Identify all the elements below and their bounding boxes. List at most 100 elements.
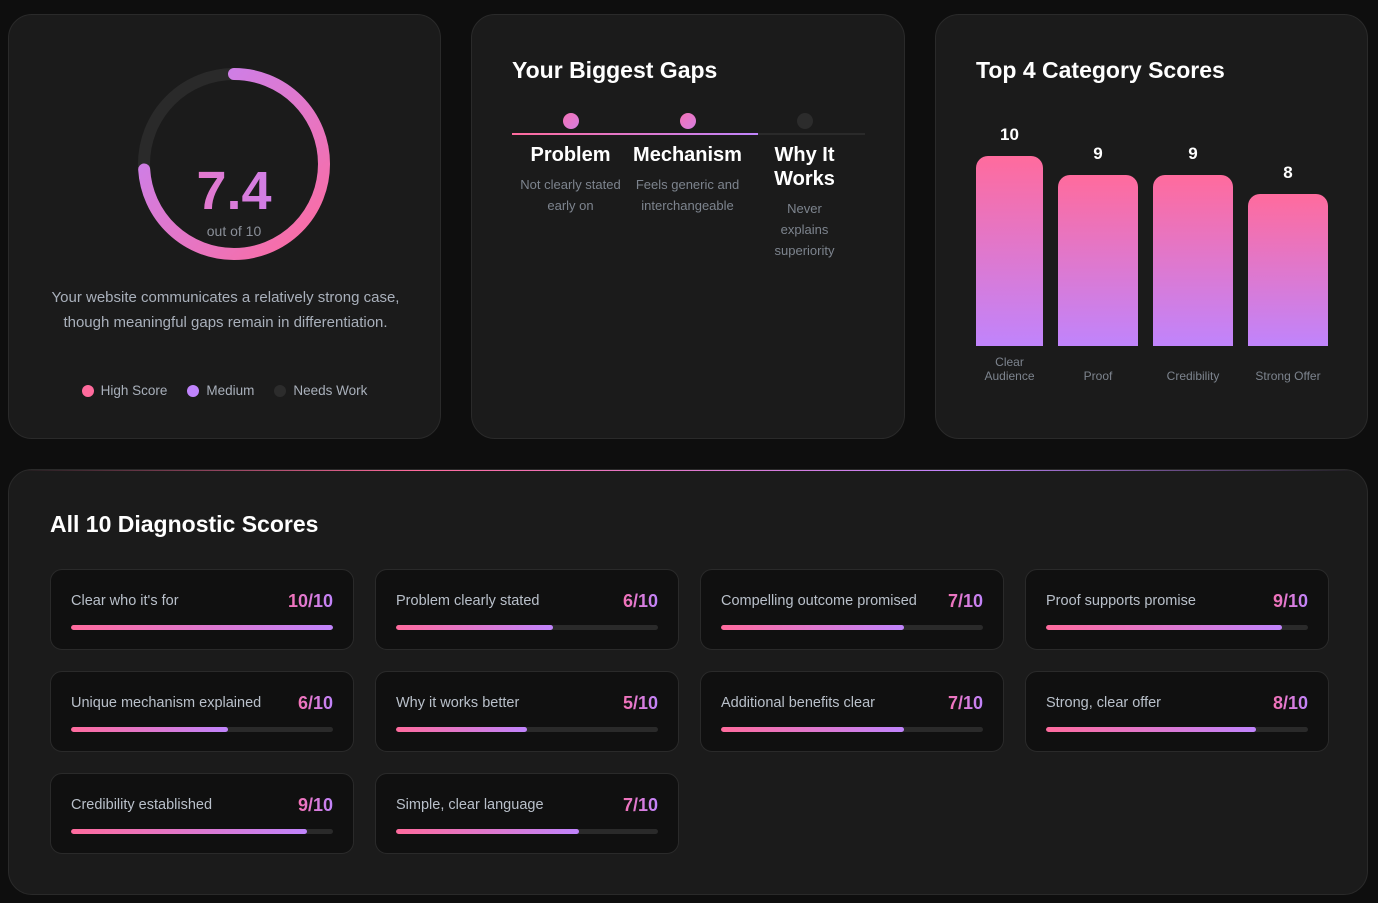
score-max-label: out of 10: [206, 223, 262, 239]
score-legend: High Score Medium Needs Work: [9, 383, 440, 398]
medium-dot-icon: [187, 384, 200, 397]
diagnostic-score: 7/10: [947, 692, 983, 713]
top-categories-card: Top 4 Category Scores 10 Clear Audience 9 P…: [935, 14, 1368, 439]
score-bar-track: [71, 829, 333, 834]
gap-mechanism: Mechanism Feels generic and interchangeab…: [629, 113, 746, 261]
gaps-title: Your Biggest Gaps: [512, 57, 718, 83]
overall-score-card: 7.4 out of 10 Your website communicates …: [8, 14, 441, 439]
diagnostic-score: 9/10: [297, 794, 333, 815]
diagnostic-item: Simple, clear language 7/10: [375, 773, 679, 854]
gap-text: Feels generic and interchangeable: [635, 177, 740, 213]
bar-category-label: Strong Offer: [1255, 369, 1321, 383]
diagnostic-name: Strong, clear offer: [1046, 695, 1161, 711]
diagnostic-score: 6/10: [297, 692, 333, 713]
bar-column: 10 Clear Audience: [976, 103, 1043, 383]
gap-title: Problem: [530, 144, 611, 166]
diagnostic-score: 5/10: [622, 692, 658, 713]
bar-category-label: Clear Audience: [984, 355, 1035, 383]
bar-column: 9 Credibility: [1153, 103, 1233, 383]
score-bar-fill: [396, 727, 527, 732]
category-bar-chart: 10 Clear Audience 9 Proof 9 Credibility 8 Stron…: [976, 103, 1328, 383]
legend-label: Needs Work: [293, 383, 368, 398]
diagnostic-name: Credibility established: [71, 797, 213, 813]
gap-title: Mechanism: [633, 144, 742, 166]
score-bar-fill: [396, 625, 554, 630]
score-bar-fill: [1046, 625, 1282, 630]
score-bar-track: [396, 829, 658, 834]
bar-column: 8 Strong Offer: [1248, 103, 1328, 383]
bar-value-label: 9: [1093, 144, 1103, 163]
score-bar-track: [1046, 727, 1308, 732]
diagnostic-name: Proof supports promise: [1046, 593, 1196, 609]
diagnostic-name: Why it works better: [396, 695, 520, 711]
diagnostics-title: All 10 Diagnostic Scores: [50, 511, 319, 537]
biggest-gaps-card: Your Biggest Gaps Problem Not clearly sta…: [471, 14, 905, 439]
diagnostic-score: 6/10: [622, 590, 658, 611]
diagnostic-name: Additional benefits clear: [721, 695, 875, 711]
diagnostic-item: Problem clearly stated 6/10: [375, 569, 679, 650]
diagnostic-item: Additional benefits clear 7/10: [700, 671, 1004, 752]
chart-title: Top 4 Category Scores: [976, 57, 1225, 83]
score-bar-fill: [721, 727, 905, 732]
diagnostic-item: Unique mechanism explained 6/10: [50, 671, 354, 752]
diagnostic-score: 8/10: [1272, 692, 1308, 713]
diagnostic-name: Clear who it's for: [71, 593, 179, 609]
score-bar-fill: [396, 829, 580, 834]
diagnostic-name: Compelling outcome promised: [721, 593, 917, 609]
score-bar-track: [1046, 625, 1308, 630]
diagnostic-score: 7/10: [622, 794, 658, 815]
score-gauge: 7.4 out of 10: [129, 59, 339, 269]
score-bar-track: [71, 625, 333, 630]
diagnostic-item: Why it works better 5/10: [375, 671, 679, 752]
diagnostic-score: 7/10: [947, 590, 983, 611]
diagnostic-name: Unique mechanism explained: [71, 695, 262, 711]
score-bar-fill: [1046, 727, 1256, 732]
score-bar-fill: [721, 625, 905, 630]
bar-column: 9 Proof: [1058, 103, 1138, 383]
bar-category-label: Credibility: [1166, 369, 1220, 383]
score-bar-fill: [71, 727, 229, 732]
diagnostic-grid: Clear who it's for 10/10 Problem clearly s…: [50, 569, 1329, 854]
overall-score: 7.4: [129, 160, 339, 222]
score-bar-track: [396, 625, 658, 630]
bar-value-label: 10: [1000, 125, 1019, 144]
gap-why-it-works: Why It Works Never explains superiority: [746, 113, 863, 261]
legend-label: High Score: [100, 383, 168, 398]
step-dot-icon: [562, 113, 579, 129]
diagnostic-item: Credibility established 9/10: [50, 773, 354, 854]
legend-needs-work: Needs Work: [274, 383, 367, 398]
diagnostic-score: 9/10: [1272, 590, 1308, 611]
gap-title: Why It Works: [774, 144, 835, 190]
diagnostic-scores-card: All 10 Diagnostic Scores Clear who it's …: [8, 469, 1368, 895]
diagnostic-item: Strong, clear offer 8/10: [1025, 671, 1329, 752]
score-description: Your website communicates a relatively s…: [51, 289, 400, 331]
high-dot-icon: [81, 384, 94, 397]
diagnostic-score: 10/10: [287, 590, 333, 611]
bar-value-label: 9: [1188, 144, 1198, 163]
needs-work-dot-icon: [274, 384, 287, 397]
bar: [1153, 175, 1233, 346]
score-bar-fill: [71, 625, 333, 630]
bar: [976, 156, 1043, 346]
diagnostic-name: Problem clearly stated: [396, 593, 540, 609]
bar: [1058, 175, 1138, 346]
diagnostic-item: Clear who it's for 10/10: [50, 569, 354, 650]
bar: [1248, 194, 1328, 346]
gap-text: Not clearly stated early on: [520, 177, 621, 213]
bar-category-label: Proof: [1083, 369, 1113, 383]
score-bar-track: [721, 727, 983, 732]
legend-high: High Score: [81, 383, 168, 398]
gap-problem: Problem Not clearly stated early on: [512, 113, 629, 261]
step-dot-icon: [796, 113, 813, 129]
score-bar-track: [721, 625, 983, 630]
diagnostic-item: Proof supports promise 9/10: [1025, 569, 1329, 650]
step-dot-icon: [679, 113, 696, 129]
legend-label: Medium: [206, 383, 255, 398]
gauge-arc: [138, 68, 330, 260]
diagnostic-name: Simple, clear language: [396, 797, 544, 813]
gaps-progress-line: [512, 133, 865, 135]
legend-medium: Medium: [187, 383, 254, 398]
score-bar-fill: [71, 829, 307, 834]
score-bar-track: [396, 727, 658, 732]
diagnostic-item: Compelling outcome promised 7/10: [700, 569, 1004, 650]
